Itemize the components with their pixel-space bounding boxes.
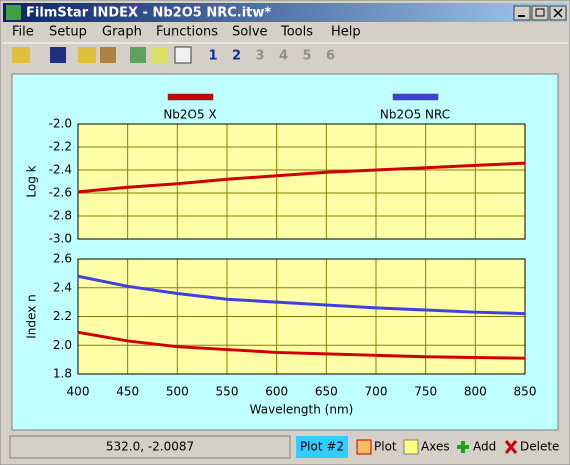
menu-item[interactable]: Setup: [49, 25, 87, 40]
toolbar-number[interactable]: 2: [232, 49, 241, 64]
plot-label: Plot #2: [300, 440, 344, 454]
y-tick-label: -2.2: [49, 140, 72, 154]
axes-icon[interactable]: [403, 439, 419, 455]
menu-item[interactable]: Functions: [156, 25, 218, 40]
legend-swatch: [392, 93, 439, 101]
open2-icon[interactable]: [78, 47, 96, 63]
plot-icon[interactable]: [356, 439, 372, 455]
paste-icon[interactable]: [100, 47, 116, 63]
y-tick-label: 2.4: [53, 280, 72, 294]
minimize[interactable]: [513, 5, 531, 21]
delete-icon[interactable]: [504, 440, 518, 454]
window-buttons[interactable]: [513, 5, 567, 21]
toolbar-number[interactable]: 3: [255, 49, 264, 64]
x-tick-label: 750: [414, 385, 437, 399]
plot-border: [77, 258, 526, 375]
series-line: [77, 330, 526, 360]
menu-item[interactable]: File: [12, 25, 34, 40]
legend-swatch: [167, 93, 214, 101]
add-icon[interactable]: [457, 441, 469, 453]
menu-item[interactable]: Solve: [232, 25, 268, 40]
add-button[interactable]: Add: [473, 440, 496, 454]
x-tick-label: 650: [315, 385, 338, 399]
window-title: FilmStar INDEX - Nb2O5 NRC.itw*: [26, 6, 271, 21]
x-tick-label: 500: [166, 385, 189, 399]
x-axis-label: Wavelength (nm): [250, 403, 354, 417]
y-axis-label: Log k: [25, 165, 39, 197]
charts: -2.0 -2.2 -2.4 -2.6 -2.8 -3.0 Log k 2.6 2.4 2.2 2.…: [25, 93, 537, 417]
y-axis-label: Index n: [25, 294, 39, 338]
maximize[interactable]: [531, 5, 549, 21]
series-line: [77, 274, 526, 316]
y-tick-label: -2.4: [49, 163, 72, 177]
y-tick-label: -2.6: [49, 186, 72, 200]
delete-button[interactable]: Delete: [520, 440, 559, 454]
toolbar-number[interactable]: 1: [208, 49, 217, 64]
y-tick-label: -3.0: [49, 232, 72, 246]
doc-icon[interactable]: [174, 46, 192, 64]
legend-label: Nb2O5 NRC: [380, 108, 450, 122]
plot-button[interactable]: Plot: [374, 440, 397, 454]
app-icon: [6, 5, 21, 20]
plot-number[interactable]: [296, 436, 348, 458]
x-tick-label: 550: [216, 385, 239, 399]
legend-label: Nb2O5 X: [163, 108, 216, 122]
title-bar: [3, 3, 567, 22]
menu-item[interactable]: Help: [331, 25, 361, 40]
y-tick-label: 2.0: [53, 338, 72, 352]
y-tick-label: -2.8: [49, 209, 72, 223]
y-tick-label: 2.6: [53, 252, 72, 266]
axes-button[interactable]: Axes: [421, 440, 450, 454]
x-tick-label: 450: [116, 385, 139, 399]
graph-icon[interactable]: [152, 47, 168, 63]
x-tick-label: 850: [514, 385, 537, 399]
open-icon[interactable]: [12, 47, 30, 63]
toolbar-number[interactable]: 6: [326, 49, 335, 64]
status-bar: 532.0, -2.0087 Plot #2 Plot Axes Add Del…: [9, 435, 559, 459]
table-icon[interactable]: [130, 47, 146, 63]
y-tick-label: 2.2: [53, 309, 72, 323]
x-tick-label: 800: [464, 385, 487, 399]
y-tick-label: 1.8: [53, 367, 72, 381]
x-tick-label: 400: [67, 385, 90, 399]
toolbar-number[interactable]: 5: [302, 49, 311, 64]
x-tick-label: 600: [265, 385, 288, 399]
plot-border: [77, 123, 526, 240]
menu-bar: File Setup Graph Functions Solve Tools Help: [12, 25, 361, 40]
plot-area: [78, 124, 525, 239]
series-line: [77, 161, 526, 194]
save-icon[interactable]: [50, 47, 66, 63]
coord-field: [9, 435, 291, 459]
coords: 532.0, -2.0087: [106, 440, 194, 454]
x-tick-label: 700: [365, 385, 388, 399]
toolbar-number[interactable]: 4: [279, 49, 288, 64]
menu-item[interactable]: Tools: [280, 25, 313, 40]
menu-item[interactable]: Graph: [102, 25, 142, 40]
y-tick-label: -2.0: [49, 117, 72, 131]
